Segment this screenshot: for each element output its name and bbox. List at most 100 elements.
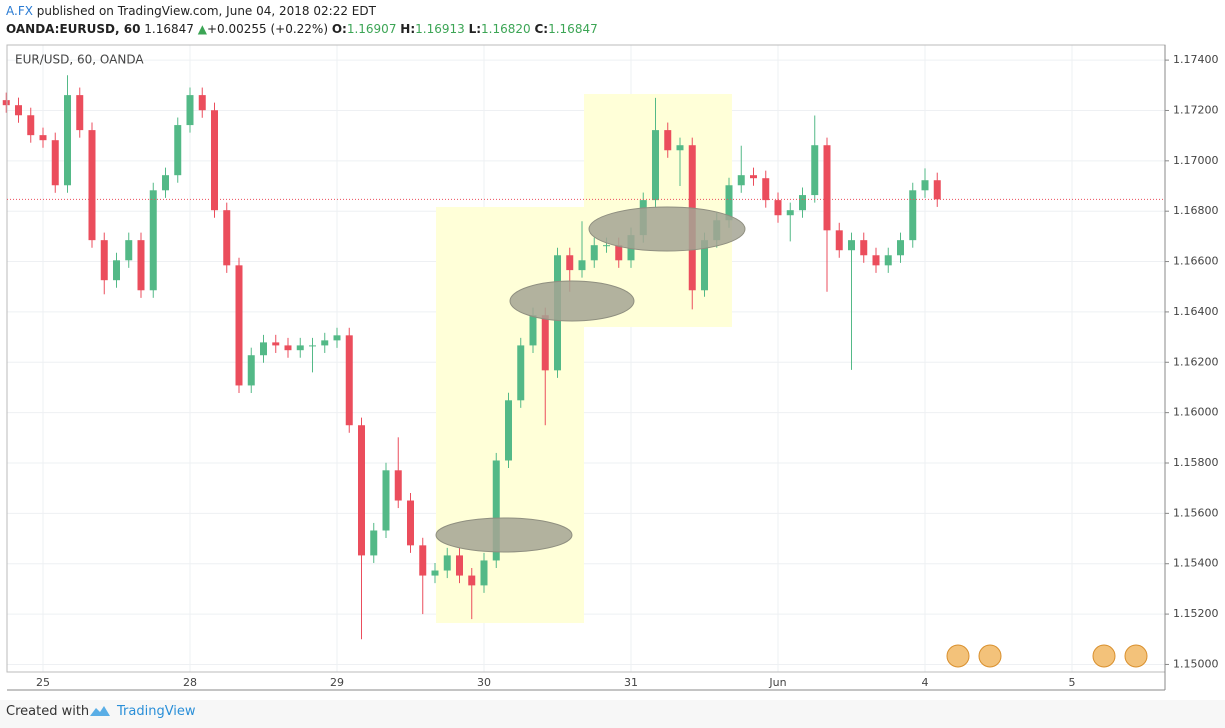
candle-body [615,245,623,261]
candle-body [223,210,231,266]
candle-body [664,130,672,151]
candle-body [750,175,757,179]
candle-body [676,145,684,151]
candle-body [186,95,194,126]
x-tick-label: 30 [477,676,491,689]
ellipse [509,280,635,322]
candle-body [235,265,243,386]
candle-body [431,570,439,576]
candle-body [517,345,525,401]
y-tick-label: 1.17200 [1173,103,1219,116]
candle-body [333,335,341,341]
candle-body [701,240,708,291]
created: Created with [6,704,90,719]
y-tick-label: 1.16400 [1173,305,1219,318]
published: published on TradingView.com, June 04, 2… [36,4,376,18]
candle-body [933,180,941,200]
candle-body [76,95,84,131]
candle-body [897,240,904,256]
candle-body [860,240,868,256]
brand[interactable]: TradingView [117,704,196,719]
candle-body [321,340,329,346]
header: A.FX published on TradingView.com, June … [0,0,1225,44]
candle-body [456,555,463,576]
candle-body [909,190,917,241]
event-icons [946,644,1148,668]
footer: Created with TradingView [0,700,1225,728]
x-tick-label: 31 [624,676,638,689]
event-icon[interactable] [946,644,970,668]
candle-body [2,100,10,106]
candle-body [39,135,47,141]
candle-body [921,180,929,191]
c-label: C: [534,22,549,36]
candle-body [652,130,659,201]
candle-body [198,95,206,111]
candle-body [162,175,169,191]
ellipse [588,206,746,252]
logo [90,706,110,716]
candle-body [811,145,819,196]
h: 1.16913 [415,22,465,36]
candle-body [309,345,316,347]
candle-body [100,240,108,281]
candle-body [174,125,182,176]
x-tick-label: 5 [1069,676,1076,689]
author[interactable]: A.FX [6,4,33,18]
y-tick-label: 1.15000 [1173,657,1219,670]
candle-body [149,190,157,291]
ellipses [435,206,746,553]
candle-body [394,470,402,501]
y-tick-label: 1.16200 [1173,355,1219,368]
x-tick-label: Jun [768,676,786,689]
candle-body [284,345,292,351]
x-tick-label: 29 [330,676,344,689]
symbol: OANDA:EURUSD, 60 [6,22,141,36]
candle-body [296,345,304,351]
publish-line: A.FX published on TradingView.com, June … [6,4,376,18]
y-tick-label: 1.15800 [1173,456,1219,469]
candle-body [578,260,586,271]
candle-body [762,178,770,201]
change: +0.00255 (+0.22%) [206,22,328,36]
h-label: H: [400,22,416,36]
legend: EUR/USD, 60, OANDA [15,53,144,67]
candle-body [51,140,59,186]
candle-body [64,95,71,186]
event-icon[interactable] [1092,644,1116,668]
o: 1.16907 [346,22,397,36]
candle-body [480,560,488,586]
candle-body [260,342,267,356]
l: 1.16820 [481,22,531,36]
candle-body [468,575,476,586]
candle-body [799,195,806,211]
candle-body [137,240,145,291]
quote-line: OANDA:EURUSD, 60 1.16847 ▲+0.00255 (+0.2… [6,22,598,36]
event-icon[interactable] [1124,644,1148,668]
y-tick-label: 1.17000 [1173,154,1219,167]
candle-body [566,255,574,271]
candle-body [603,245,610,247]
y-tick-label: 1.15200 [1173,607,1219,620]
y-tick-label: 1.16000 [1173,406,1219,419]
y-tick-label: 1.15400 [1173,557,1219,570]
candle-body [835,230,843,251]
ellipse [435,517,573,553]
o-label: O: [331,22,347,36]
c: 1.16847 [548,22,598,36]
y-tick-label: 1.16800 [1173,204,1219,217]
candle-body [774,200,782,216]
candle-body [872,255,880,266]
chart: EUR/USD, 60, OANDA 1.15000 1.15200 1.15400… [2,44,1219,691]
candle-body [443,555,451,571]
candle-body [345,335,353,426]
candle-body [247,355,255,386]
candle-body [823,145,831,231]
y-tick-label: 1.16600 [1173,255,1219,268]
candle-body [884,255,892,266]
candle-body [492,460,500,561]
event-icon[interactable] [978,644,1002,668]
l-label: L: [468,22,482,36]
candle-body [88,130,96,241]
